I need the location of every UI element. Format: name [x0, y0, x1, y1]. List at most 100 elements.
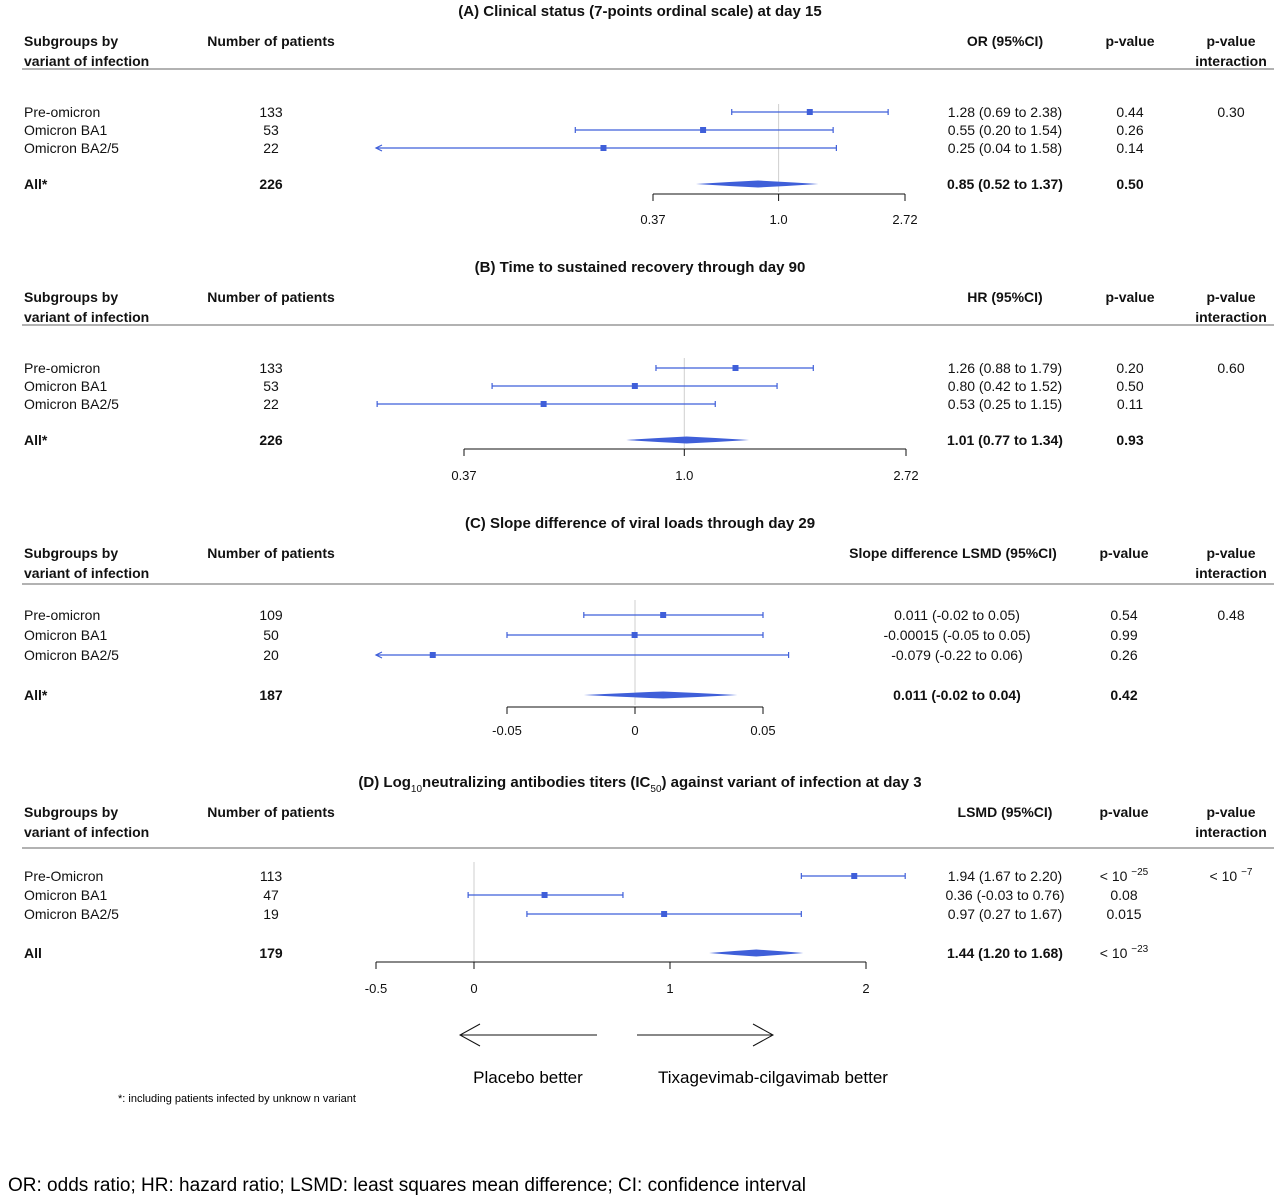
row-estimate-text: 0.55 (0.20 to 1.54): [948, 122, 1062, 138]
row-estimate-text: 0.36 (-0.03 to 0.76): [945, 887, 1064, 903]
interaction-header-line2: interaction: [1195, 565, 1267, 581]
x-tick-label: 2.72: [893, 468, 918, 483]
patients-header: Number of patients: [207, 804, 335, 820]
effect-header: LSMD (95%CI): [958, 804, 1053, 820]
subgroups-header-line2: variant of infection: [24, 309, 149, 325]
overall-estimate-text: 1.44 (1.20 to 1.68): [947, 945, 1063, 961]
point-estimate: [660, 612, 667, 618]
interaction-header: p-value: [1206, 33, 1255, 49]
row-estimate-text: 0.25 (0.04 to 1.58): [948, 140, 1062, 156]
point-estimate: [429, 652, 436, 658]
overall-label: All*: [24, 687, 48, 703]
row-n: 19: [263, 906, 279, 922]
panel-title: (A) Clinical status (7-points ordinal sc…: [458, 3, 821, 20]
row-label: Pre-Omicron: [24, 868, 103, 884]
point-estimate: [631, 632, 638, 638]
x-tick-label: 2.72: [892, 212, 917, 227]
point-estimate: [806, 109, 813, 115]
treatment-better-label: Tixagevimab-cilgavimab better: [658, 1068, 888, 1087]
point-estimate: [540, 401, 547, 407]
forest-panel-b: (B) Time to sustained recovery through d…: [22, 259, 1274, 483]
patients-header: Number of patients: [207, 33, 335, 49]
row-pvalue: < 10 −25: [1100, 867, 1149, 884]
pvalue-header: p-value: [1105, 33, 1154, 49]
row-estimate-text: 0.80 (0.42 to 1.52): [948, 378, 1062, 394]
subgroups-header-line2: variant of infection: [24, 565, 149, 581]
subgroups-header-line2: variant of infection: [24, 824, 149, 840]
overall-n: 226: [259, 176, 283, 192]
point-estimate: [631, 383, 638, 389]
x-tick-label: 1: [666, 981, 673, 996]
overall-pvalue: < 10 −23: [1100, 944, 1149, 961]
overall-estimate-text: 1.01 (0.77 to 1.34): [947, 432, 1063, 448]
pvalue-header: p-value: [1099, 804, 1148, 820]
x-tick-label: -0.5: [365, 981, 387, 996]
overall-n: 179: [259, 945, 283, 961]
row-estimate-text: -0.00015 (-0.05 to 0.05): [883, 627, 1030, 643]
panel-title: (B) Time to sustained recovery through d…: [475, 259, 806, 276]
subgroups-header-line2: variant of infection: [24, 53, 149, 69]
right-arrow-icon: [637, 1023, 775, 1047]
row-pvalue: 0.14: [1116, 140, 1143, 156]
point-estimate: [541, 892, 548, 898]
row-pvalue: 0.50: [1116, 378, 1143, 394]
row-pvalue: 0.11: [1117, 396, 1143, 412]
footnote: *: including patients infected by unknow…: [118, 1093, 356, 1105]
subgroups-header: Subgroups by: [24, 804, 118, 820]
overall-pvalue: 0.93: [1116, 432, 1143, 448]
overall-n: 187: [259, 687, 283, 703]
forest-panels: (A) Clinical status (7-points ordinal sc…: [22, 3, 1274, 996]
ci-arrow: [374, 651, 383, 659]
x-tick-label: 0.37: [451, 468, 476, 483]
row-pvalue: 0.20: [1116, 360, 1143, 376]
interaction-header: p-value: [1206, 804, 1255, 820]
point-estimate: [851, 873, 858, 879]
point-estimate: [732, 365, 739, 371]
interaction-pvalue: < 10 −7: [1210, 867, 1253, 884]
point-estimate: [600, 145, 607, 151]
x-tick-label: 1.0: [770, 212, 788, 227]
row-estimate-text: 0.011 (-0.02 to 0.05): [894, 607, 1020, 623]
row-estimate-text: 1.94 (1.67 to 2.20): [948, 868, 1062, 884]
overall-estimate-text: 0.011 (-0.02 to 0.04): [893, 687, 1021, 703]
row-estimate-text: 1.26 (0.88 to 1.79): [948, 360, 1062, 376]
x-tick-label: 0.05: [750, 723, 775, 738]
patients-header: Number of patients: [207, 545, 335, 561]
row-pvalue: 0.26: [1110, 647, 1137, 663]
overall-diamond: [709, 949, 804, 957]
subgroups-header: Subgroups by: [24, 289, 118, 305]
row-label: Pre-omicron: [24, 607, 100, 623]
row-estimate-text: -0.079 (-0.22 to 0.06): [891, 647, 1023, 663]
row-n: 22: [263, 396, 279, 412]
interaction-pvalue: 0.60: [1217, 360, 1244, 376]
row-n: 22: [263, 140, 279, 156]
direction-arrows: Placebo better Tixagevimab-cilgavimab be…: [458, 1023, 888, 1087]
row-label: Omicron BA2/5: [24, 140, 119, 156]
overall-pvalue: 0.42: [1110, 687, 1137, 703]
row-pvalue: 0.54: [1110, 607, 1137, 623]
x-tick-label: 0: [631, 723, 638, 738]
row-label: Pre-omicron: [24, 360, 100, 376]
row-label: Pre-omicron: [24, 104, 100, 120]
subgroups-header: Subgroups by: [24, 545, 118, 561]
row-label: Omicron BA2/5: [24, 647, 119, 663]
overall-n: 226: [259, 432, 283, 448]
overall-label: All*: [24, 432, 48, 448]
pvalue-header: p-value: [1099, 545, 1148, 561]
interaction-header: p-value: [1206, 545, 1255, 561]
placebo-better-label: Placebo better: [473, 1068, 583, 1087]
interaction-pvalue: 0.48: [1217, 607, 1244, 623]
row-n: 53: [263, 122, 279, 138]
interaction-header-line2: interaction: [1195, 309, 1267, 325]
row-pvalue: 0.26: [1116, 122, 1143, 138]
row-estimate-text: 1.28 (0.69 to 2.38): [948, 104, 1062, 120]
row-label: Omicron BA1: [24, 378, 107, 394]
row-n: 53: [263, 378, 279, 394]
left-arrow-icon: [458, 1023, 597, 1047]
forest-panel-c: (C) Slope difference of viral loads thro…: [22, 515, 1274, 738]
row-pvalue: 0.08: [1110, 887, 1137, 903]
row-pvalue: 0.99: [1110, 627, 1137, 643]
overall-label: All*: [24, 176, 48, 192]
overall-diamond: [695, 180, 819, 188]
